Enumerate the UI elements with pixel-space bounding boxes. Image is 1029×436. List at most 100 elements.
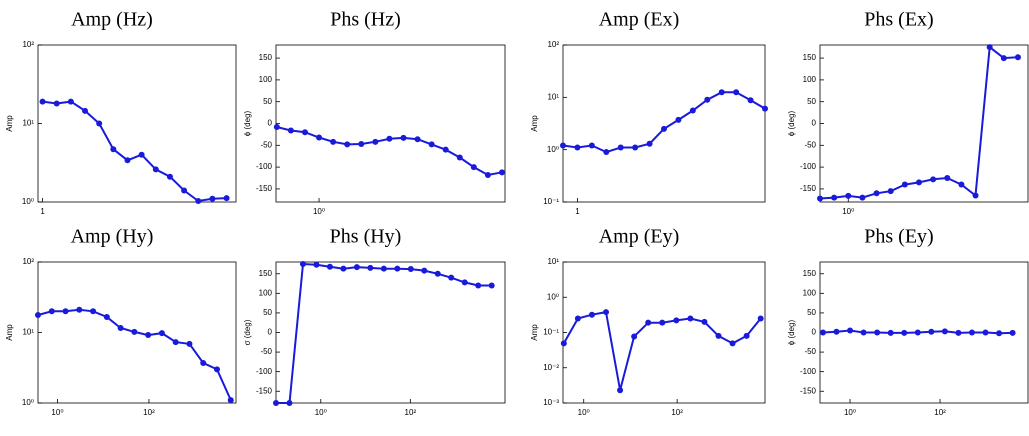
data-point (358, 140, 365, 147)
data-point (448, 274, 455, 281)
data-point (845, 192, 852, 199)
data-point (131, 328, 138, 335)
data-point (76, 306, 83, 313)
y-tick-label: 10⁻¹ (543, 197, 559, 206)
y-axis-label: Amp (5, 324, 14, 341)
data-point (330, 138, 337, 145)
y-tick-label: 10⁰ (547, 145, 559, 154)
data-point (158, 330, 165, 337)
data-point (574, 315, 581, 322)
data-point (475, 282, 482, 289)
data-point (631, 333, 638, 340)
data-point (117, 324, 124, 331)
y-tick-label: 150 (259, 269, 273, 278)
data-point (996, 330, 1003, 337)
data-point (209, 195, 216, 202)
data-point (124, 157, 131, 164)
data-point (1009, 329, 1016, 336)
data-point (394, 265, 401, 272)
chart-title: Amp (Ey) (599, 226, 680, 248)
data-point (353, 264, 360, 271)
data-point (928, 328, 935, 335)
data-point (687, 315, 694, 322)
data-point (588, 142, 595, 149)
data-point (488, 282, 495, 289)
y-tick-label: -100 (800, 367, 817, 376)
y-tick-label: 150 (803, 53, 817, 62)
y-tick-label: 100 (803, 288, 817, 297)
x-tick-label: 10⁰ (51, 408, 63, 417)
data-point (701, 318, 708, 325)
data-point (715, 332, 722, 339)
data-point (400, 134, 407, 141)
x-tick-label: 10⁰ (315, 408, 327, 417)
y-tick-label: 10⁻² (543, 363, 559, 372)
data-point (831, 194, 838, 201)
data-point (972, 192, 979, 199)
data-point (632, 144, 639, 151)
data-point (421, 267, 428, 274)
data-point (172, 339, 179, 346)
data-point (273, 400, 279, 406)
chart-title: Phs (Hy) (330, 226, 402, 248)
x-tick-label: 1 (40, 207, 45, 216)
data-point (110, 146, 117, 153)
y-axis-label: Amp (530, 324, 539, 341)
y-tick-label: -100 (256, 162, 273, 171)
data-point (901, 329, 908, 336)
y-tick-label: 50 (807, 308, 816, 317)
x-tick-label: 10⁰ (842, 207, 854, 216)
data-point (340, 265, 347, 272)
plot-frame (562, 261, 766, 404)
data-point (367, 264, 374, 271)
data-point (186, 340, 193, 347)
y-tick-label: 150 (803, 269, 817, 278)
data-point (574, 144, 581, 151)
data-point (659, 319, 666, 326)
data-point (757, 315, 764, 322)
y-tick-label: 10⁰ (547, 292, 559, 301)
data-point (617, 144, 624, 151)
data-point (661, 125, 667, 132)
plot-frame (275, 261, 506, 404)
data-point (743, 332, 750, 339)
y-tick-label: -50 (804, 347, 816, 356)
chart-title: Amp (Hy) (71, 226, 154, 248)
y-axis-label: ϕ (deg) (243, 110, 252, 136)
data-point (733, 89, 740, 96)
data-point (819, 329, 826, 336)
y-tick-label: 0 (812, 119, 817, 128)
y-tick-label: 10¹ (547, 257, 559, 266)
data-point (817, 195, 823, 202)
x-tick-label: 10² (143, 408, 155, 417)
data-point (213, 366, 220, 373)
data-point (299, 260, 306, 267)
y-tick-label: 50 (263, 97, 272, 106)
data-point (386, 135, 393, 142)
data-point (434, 270, 441, 277)
data-point (860, 329, 867, 336)
data-point (930, 176, 937, 183)
plot-frame (37, 44, 237, 203)
y-axis-label: Amp (5, 115, 14, 132)
chart-title: Amp (Hz) (71, 9, 153, 31)
data-point (955, 329, 962, 336)
data-point (48, 308, 55, 315)
y-tick-label: -150 (800, 184, 817, 193)
data-point (138, 151, 145, 158)
data-point (39, 98, 46, 105)
chart-title: Phs (Ex) (864, 9, 933, 31)
y-tick-label: 50 (263, 308, 272, 317)
data-point (704, 96, 711, 103)
data-point (944, 175, 951, 182)
y-tick-label: 10² (22, 40, 34, 49)
data-point (560, 340, 567, 347)
chart-title: Amp (Ex) (599, 9, 680, 31)
y-tick-label: 10¹ (22, 328, 34, 337)
data-point (67, 98, 74, 105)
data-point (982, 329, 989, 336)
chart-title: Phs (Ey) (864, 226, 933, 248)
data-point (645, 319, 652, 326)
y-tick-label: 50 (807, 97, 816, 106)
